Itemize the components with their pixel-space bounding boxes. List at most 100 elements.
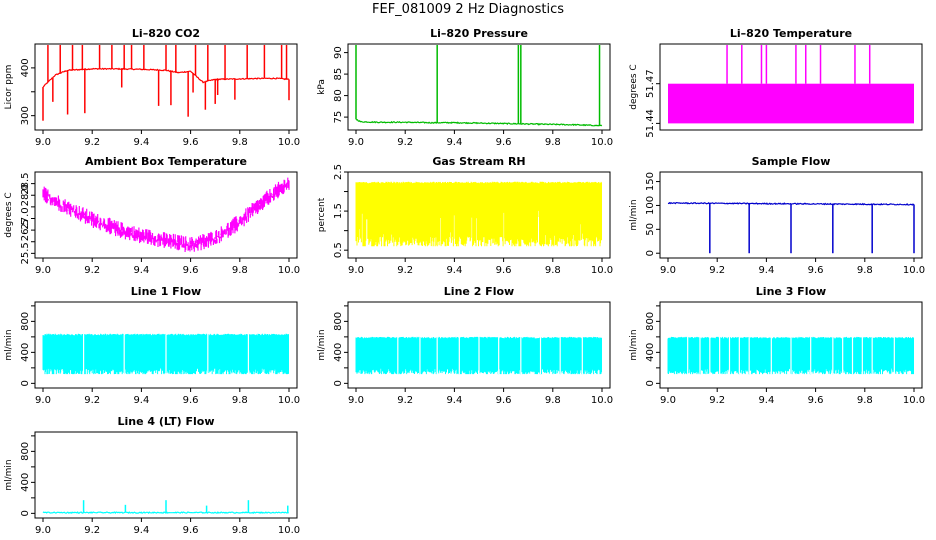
x-tick-label: 9.2 — [84, 265, 100, 276]
panel-title: Li–820 Pressure — [430, 27, 528, 40]
data-layer — [355, 335, 602, 375]
data-layer — [667, 201, 915, 254]
x-tick-label: 9.0 — [35, 525, 51, 536]
panel-8: Line 2 Flow 0 400 800 ml/min 9.0 9.2 9.4 9.6 9.8 1… — [317, 285, 613, 406]
plot-frame — [34, 171, 298, 259]
y-tick-label: 85 — [333, 68, 344, 81]
data-layer — [668, 45, 914, 124]
y-tick-label: 51.47 — [645, 69, 656, 98]
panel-title: Ambient Box Temperature — [85, 155, 247, 168]
x-tick-label: 9.8 — [232, 265, 248, 276]
x-tick-label: 9.2 — [397, 137, 413, 148]
y-tick-label: 28.5 — [20, 172, 31, 194]
data-layer — [355, 45, 603, 127]
x-tick-label: 10.0 — [278, 525, 300, 536]
data-layer — [42, 177, 290, 252]
x-tick-label: 10.0 — [903, 395, 925, 406]
series-line — [42, 67, 290, 88]
y-tick-label: 800 — [333, 312, 344, 331]
x-tick-label: 9.0 — [660, 395, 676, 406]
x-tick-label: 9.6 — [183, 395, 199, 406]
x-tick-label: 9.0 — [660, 265, 676, 276]
x-tick-label: 9.0 — [35, 395, 51, 406]
x-tick-label: 9.0 — [348, 137, 364, 148]
x-tick-label: 9.4 — [446, 395, 462, 406]
y-tick-label: 0 — [645, 250, 656, 256]
y-tick-label: 1.5 — [333, 203, 344, 219]
x-tick-label: 9.2 — [84, 395, 100, 406]
y-tick-label: 80 — [333, 89, 344, 102]
panel-7: Line 1 Flow 0 400 800 ml/min 9.0 9.2 9.4 9.6 9.8 1… — [4, 285, 300, 406]
x-tick-label: 10.0 — [903, 265, 925, 276]
series-band — [668, 83, 914, 124]
x-tick-label: 9.8 — [857, 395, 873, 406]
plot-frame — [34, 43, 298, 131]
x-tick-label: 9.0 — [35, 137, 51, 148]
series-band — [355, 181, 602, 247]
y-tick-label: 400 — [645, 343, 656, 362]
x-tick-label: 9.8 — [232, 137, 248, 148]
y-tick-label: 90 — [333, 46, 344, 59]
x-tick-label: 9.6 — [808, 265, 824, 276]
y-tick-label: 27.0 — [20, 207, 31, 229]
x-tick-label: 9.4 — [446, 265, 462, 276]
y-axis-label: ml/min — [317, 329, 327, 360]
y-axis-label: ml/min — [4, 329, 14, 360]
page-title: FEF_081009 2 Hz Diagnostics — [372, 2, 564, 17]
y-tick-label: 400 — [333, 343, 344, 362]
y-tick-label: 26.5 — [20, 219, 31, 241]
plot-frame — [347, 171, 611, 259]
y-tick-label: 800 — [645, 312, 656, 331]
panel-title: Li–820 Temperature — [730, 27, 852, 40]
y-axis-label: ml/min — [629, 199, 639, 230]
y-tick-label: 28.0 — [20, 184, 31, 206]
y-axis-label: kPa — [317, 79, 327, 95]
x-tick-label: 9.2 — [397, 265, 413, 276]
plot-frame — [659, 43, 923, 131]
y-axis-label: degrees C — [629, 64, 639, 109]
plot-frame — [347, 43, 611, 131]
y-tick-label: 150 — [645, 172, 656, 191]
panel-title: Line 4 (LT) Flow — [118, 415, 215, 428]
y-tick-label: 2.5 — [333, 164, 344, 180]
data-layer — [42, 500, 290, 515]
series-noise-band — [42, 177, 290, 252]
x-tick-label: 9.4 — [133, 137, 149, 148]
plot-frame — [659, 301, 923, 389]
y-tick-label: 51.44 — [645, 109, 656, 138]
x-tick-label: 10.0 — [278, 395, 300, 406]
panel-10: Line 4 (LT) Flow 0 400 800 ml/min 9.0 9.2 9.4 9.… — [4, 415, 300, 536]
panel-title: Sample Flow — [752, 155, 831, 168]
panel-3: Li–820 Temperature 51.44 51.47 degrees C — [629, 27, 923, 138]
x-tick-label: 9.6 — [183, 525, 199, 536]
data-layer — [667, 335, 914, 375]
x-tick-label: 9.6 — [183, 137, 199, 148]
x-tick-label: 9.8 — [545, 137, 561, 148]
x-tick-label: 9.2 — [84, 137, 100, 148]
panel-4: Ambient Box Temperature 25.526.527.028.02… — [4, 155, 300, 276]
x-tick-label: 9.0 — [35, 265, 51, 276]
y-tick-label: 400 — [20, 473, 31, 492]
data-layer — [42, 332, 289, 375]
x-tick-label: 9.0 — [348, 265, 364, 276]
panel-5: Gas Stream RH 0.5 1.5 2.5 percent 9.0 9.2 9.4 9.… — [317, 155, 613, 276]
x-tick-label: 9.6 — [183, 265, 199, 276]
panel-title: Gas Stream RH — [432, 155, 525, 168]
panel-6: Sample Flow 0 50 100 150 ml/min 9.0 9.2 9.4 9.6 9.… — [629, 155, 925, 276]
y-tick-label: 25.5 — [20, 242, 31, 264]
x-tick-label: 10.0 — [278, 265, 300, 276]
plot-frame — [347, 301, 611, 389]
y-tick-label: 50 — [645, 223, 656, 236]
y-tick-label: 300 — [20, 106, 31, 125]
x-tick-label: 9.2 — [709, 265, 725, 276]
series-line — [355, 118, 603, 127]
x-tick-label: 9.4 — [758, 395, 774, 406]
x-tick-label: 9.6 — [496, 395, 512, 406]
x-tick-label: 9.4 — [446, 137, 462, 148]
y-axis-label: ml/min — [629, 329, 639, 360]
y-axis-label: degrees C — [4, 192, 14, 237]
x-tick-label: 9.8 — [545, 395, 561, 406]
y-tick-label: 0.5 — [333, 242, 344, 258]
x-tick-label: 9.0 — [348, 395, 364, 406]
y-tick-label: 800 — [20, 442, 31, 461]
